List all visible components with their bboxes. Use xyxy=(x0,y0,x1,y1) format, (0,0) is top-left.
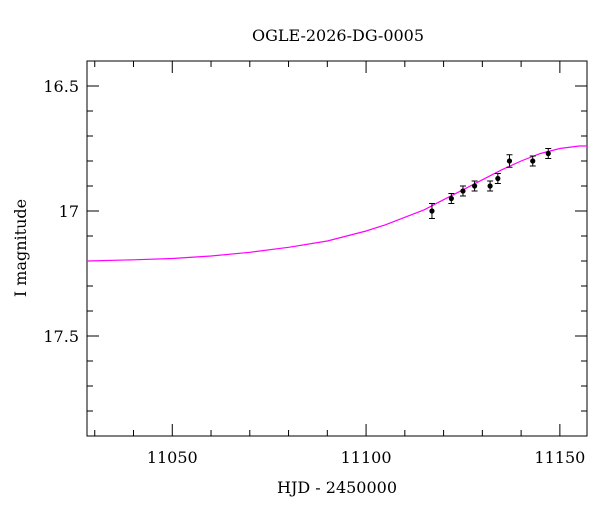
data-points-layer xyxy=(428,148,552,219)
data-marker xyxy=(429,208,435,214)
data-marker xyxy=(506,158,513,164)
x-axis-label: HJD - 2450000 xyxy=(277,478,397,497)
data-point xyxy=(529,155,536,167)
data-point xyxy=(471,180,478,192)
y-axis-label: I magnitude xyxy=(11,199,30,297)
data-point xyxy=(545,148,552,159)
data-point xyxy=(494,173,501,184)
data-point xyxy=(487,180,494,192)
model-curve-layer xyxy=(86,145,587,262)
data-marker xyxy=(545,150,551,157)
data-point xyxy=(506,154,513,168)
chart-title: OGLE-2026-DG-0005 xyxy=(252,26,424,45)
data-point xyxy=(448,193,455,204)
axis-tick-labels: 11050 11100 11150 16.5 17 17.5 xyxy=(43,77,585,467)
data-point xyxy=(428,203,435,219)
y-tick-label: 17.5 xyxy=(43,327,79,346)
data-marker xyxy=(495,175,501,182)
data-marker xyxy=(460,188,466,194)
data-marker xyxy=(487,183,493,189)
x-tick-label: 11150 xyxy=(534,448,585,467)
axis-ticks xyxy=(87,60,587,437)
plot-frame xyxy=(86,60,588,437)
data-marker xyxy=(448,195,454,202)
data-marker xyxy=(471,183,478,189)
y-tick-label: 16.5 xyxy=(43,77,79,96)
x-tick-label: 11100 xyxy=(341,448,392,467)
data-marker xyxy=(530,158,536,164)
x-tick-label: 11050 xyxy=(147,448,198,467)
model-curve xyxy=(86,145,587,262)
data-point xyxy=(459,185,466,197)
y-tick-label: 17 xyxy=(59,202,79,221)
